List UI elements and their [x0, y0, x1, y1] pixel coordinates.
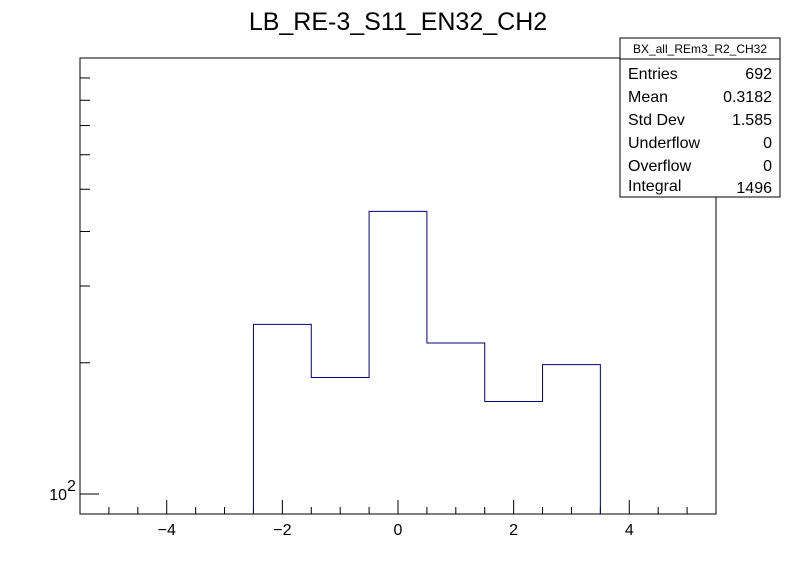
- y-axis-ticks: [80, 77, 99, 515]
- x-tick-label: 0: [394, 522, 403, 539]
- y-decade-base: 10: [49, 487, 67, 504]
- y-axis-decade-label: 10 2: [49, 478, 76, 504]
- x-tick-label: 2: [509, 522, 518, 539]
- stats-rows: Entries 692 Mean 0.3182 Std Dev 1.585 Underflo…: [628, 66, 772, 197]
- histogram-line: [252, 210, 601, 514]
- stats-row-value: 0: [763, 135, 772, 152]
- stats-row-value: 692: [745, 66, 772, 83]
- stats-row-label: Overflow: [628, 158, 692, 175]
- y-decade-exponent: 2: [67, 478, 76, 495]
- stats-row-label: Underflow: [628, 135, 700, 152]
- stats-row-value: 1.585: [732, 112, 772, 129]
- stats-row-label: Entries: [628, 66, 678, 83]
- stats-row-value: 0.3182: [723, 89, 772, 106]
- x-axis-ticks: [108, 500, 688, 514]
- stats-row-label: Std Dev: [628, 112, 685, 129]
- chart-title: LB_RE-3_S11_EN32_CH2: [249, 8, 547, 36]
- stats-box-name: BX_all_REm3_R2_CH32: [633, 42, 767, 56]
- stats-row-value: 0: [763, 158, 772, 175]
- stats-row-label: Mean: [628, 89, 668, 106]
- x-tick-label: 4: [625, 522, 634, 539]
- x-axis-tick-labels: −4 −2 0 2 4: [158, 522, 634, 539]
- stats-row-label: Integral: [628, 178, 681, 195]
- stats-box: BX_all_REm3_R2_CH32 Entries 692 Mean 0.3182…: [619, 37, 781, 198]
- x-tick-label: −2: [273, 522, 291, 539]
- stats-row-value: 1496: [736, 180, 772, 197]
- x-tick-label: −4: [158, 522, 176, 539]
